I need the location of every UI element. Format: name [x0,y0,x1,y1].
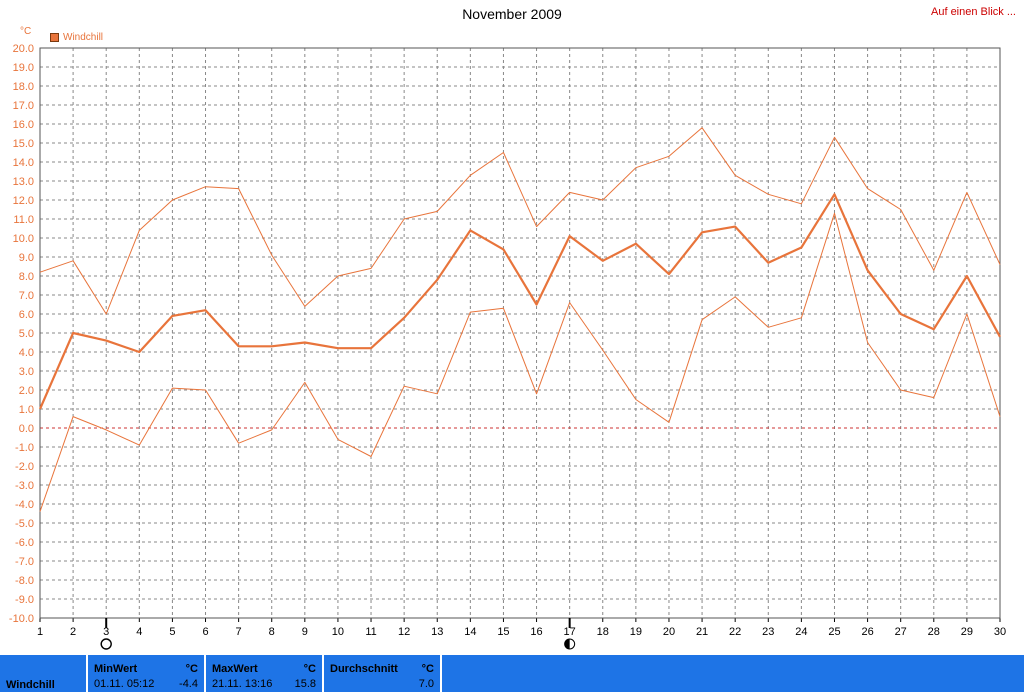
y-tick-label: 10.0 [13,233,34,245]
y-tick-label: 7.0 [19,290,34,302]
y-tick-label: 14.0 [13,157,34,169]
x-tick-label: 17 [564,626,576,638]
summary-divider [86,655,88,692]
legend-swatch [50,33,59,42]
summary-avg: Durchschnitt °C 7.0 [324,655,440,692]
overview-link[interactable]: Auf einen Blick ... [931,6,1016,18]
y-tick-label: 8.0 [19,271,34,283]
y-tick-label: 19.0 [13,62,34,74]
series-line-3 [39,212,1001,512]
x-tick-label: 27 [895,626,907,638]
x-tick-label: 2 [70,626,76,638]
x-tick-label: 10 [332,626,344,638]
half-moon-fill [564,639,570,649]
y-tick-label: 2.0 [19,385,34,397]
series-line-2 [39,127,1001,315]
x-tick-label: 23 [762,626,774,638]
summary-series-label: Windchill [6,679,55,691]
y-tick-label: 3.0 [19,366,34,378]
y-tick-label: -1.0 [15,442,34,454]
summary-avg-value: 7.0 [418,678,434,690]
y-tick-label: -5.0 [15,518,34,530]
y-tick-label: -2.0 [15,461,34,473]
x-tick-label: 12 [398,626,410,638]
x-tick-label: 22 [729,626,741,638]
y-tick-label: 0.0 [19,423,34,435]
y-tick-label: 16.0 [13,119,34,131]
y-tick-label: 20.0 [13,43,34,55]
x-tick-label: 13 [431,626,443,638]
y-tick-label: 15.0 [13,138,34,150]
x-tick-label: 20 [663,626,675,638]
x-tick-label: 29 [961,626,973,638]
summary-min-label: MinWert [94,663,138,675]
y-tick-label: -10.0 [9,613,34,625]
chart-title: November 2009 [462,6,562,22]
x-tick-label: 6 [202,626,208,638]
x-tick-label: 14 [464,626,476,638]
summary-divider [322,655,324,692]
series-line-1 [38,193,1001,410]
summary-avg-unit: °C [421,663,434,675]
x-tick-label: 5 [169,626,175,638]
plot-frame [39,47,1001,619]
y-tick-label: 9.0 [19,252,34,264]
x-tick-label: 9 [302,626,308,638]
y-tick-label: 18.0 [13,81,34,93]
x-tick-label: 1 [37,626,43,638]
summary-max-value: 15.8 [294,678,316,690]
y-tick-label: -4.0 [15,499,34,511]
x-tick-label: 3 [103,626,109,638]
y-tick-label: -6.0 [15,537,34,549]
summary-bar: Windchill MinWert °C 01.11. 05:12 -4.4 M… [0,655,1024,692]
summary-min-unit: °C [185,663,198,675]
x-tick-label: 8 [269,626,275,638]
x-tick-label: 19 [630,626,642,638]
summary-avg-label: Durchschnitt [330,663,398,675]
summary-min-value: -4.4 [179,678,198,690]
y-tick-label: 13.0 [13,176,34,188]
x-tick-label: 25 [828,626,840,638]
y-tick-label: 1.0 [19,404,34,416]
y-tick-label: 5.0 [19,328,34,340]
summary-max-label: MaxWert [212,663,258,675]
chart-canvas: -10.0 -9.0 -8.0 -7.0 -6.0 -5.0 -4.0 -3.0 -2.0 -1.… [9,43,1006,650]
x-tick-label: 15 [497,626,509,638]
x-tick-label: 21 [696,626,708,638]
y-axis-unit: °C [20,26,32,37]
x-tick-label: 18 [597,626,609,638]
x-tick-label: 7 [236,626,242,638]
x-tick-label: 26 [861,626,873,638]
x-tick-label: 24 [795,626,807,638]
y-tick-label: 17.0 [13,100,34,112]
y-tick-label: -3.0 [15,480,34,492]
new-moon-icon [100,638,112,650]
y-tick-label: -7.0 [15,556,34,568]
y-tick-label: 11.0 [13,214,34,226]
summary-divider [440,655,442,692]
summary-min: MinWert °C 01.11. 05:12 -4.4 [88,655,204,692]
x-tick-label: 16 [530,626,542,638]
y-tick-label: 4.0 [19,347,34,359]
y-tick-label: 6.0 [19,309,34,321]
legend: Windchill [50,32,103,43]
summary-max-unit: °C [303,663,316,675]
x-tick-label: 30 [994,626,1006,638]
y-tick-label: -9.0 [15,594,34,606]
summary-min-date: 01.11. 05:12 [94,678,155,690]
summary-divider [204,655,206,692]
x-tick-label: 28 [928,626,940,638]
y-tick-label: -8.0 [15,575,34,587]
legend-label: Windchill [63,32,104,43]
summary-max-date: 21.11. 13:16 [212,678,273,690]
y-tick-label: 12.0 [13,195,34,207]
x-tick-label: 11 [365,626,376,638]
x-tick-label: 4 [136,626,142,638]
summary-max: MaxWert °C 21.11. 13:16 15.8 [206,655,322,692]
